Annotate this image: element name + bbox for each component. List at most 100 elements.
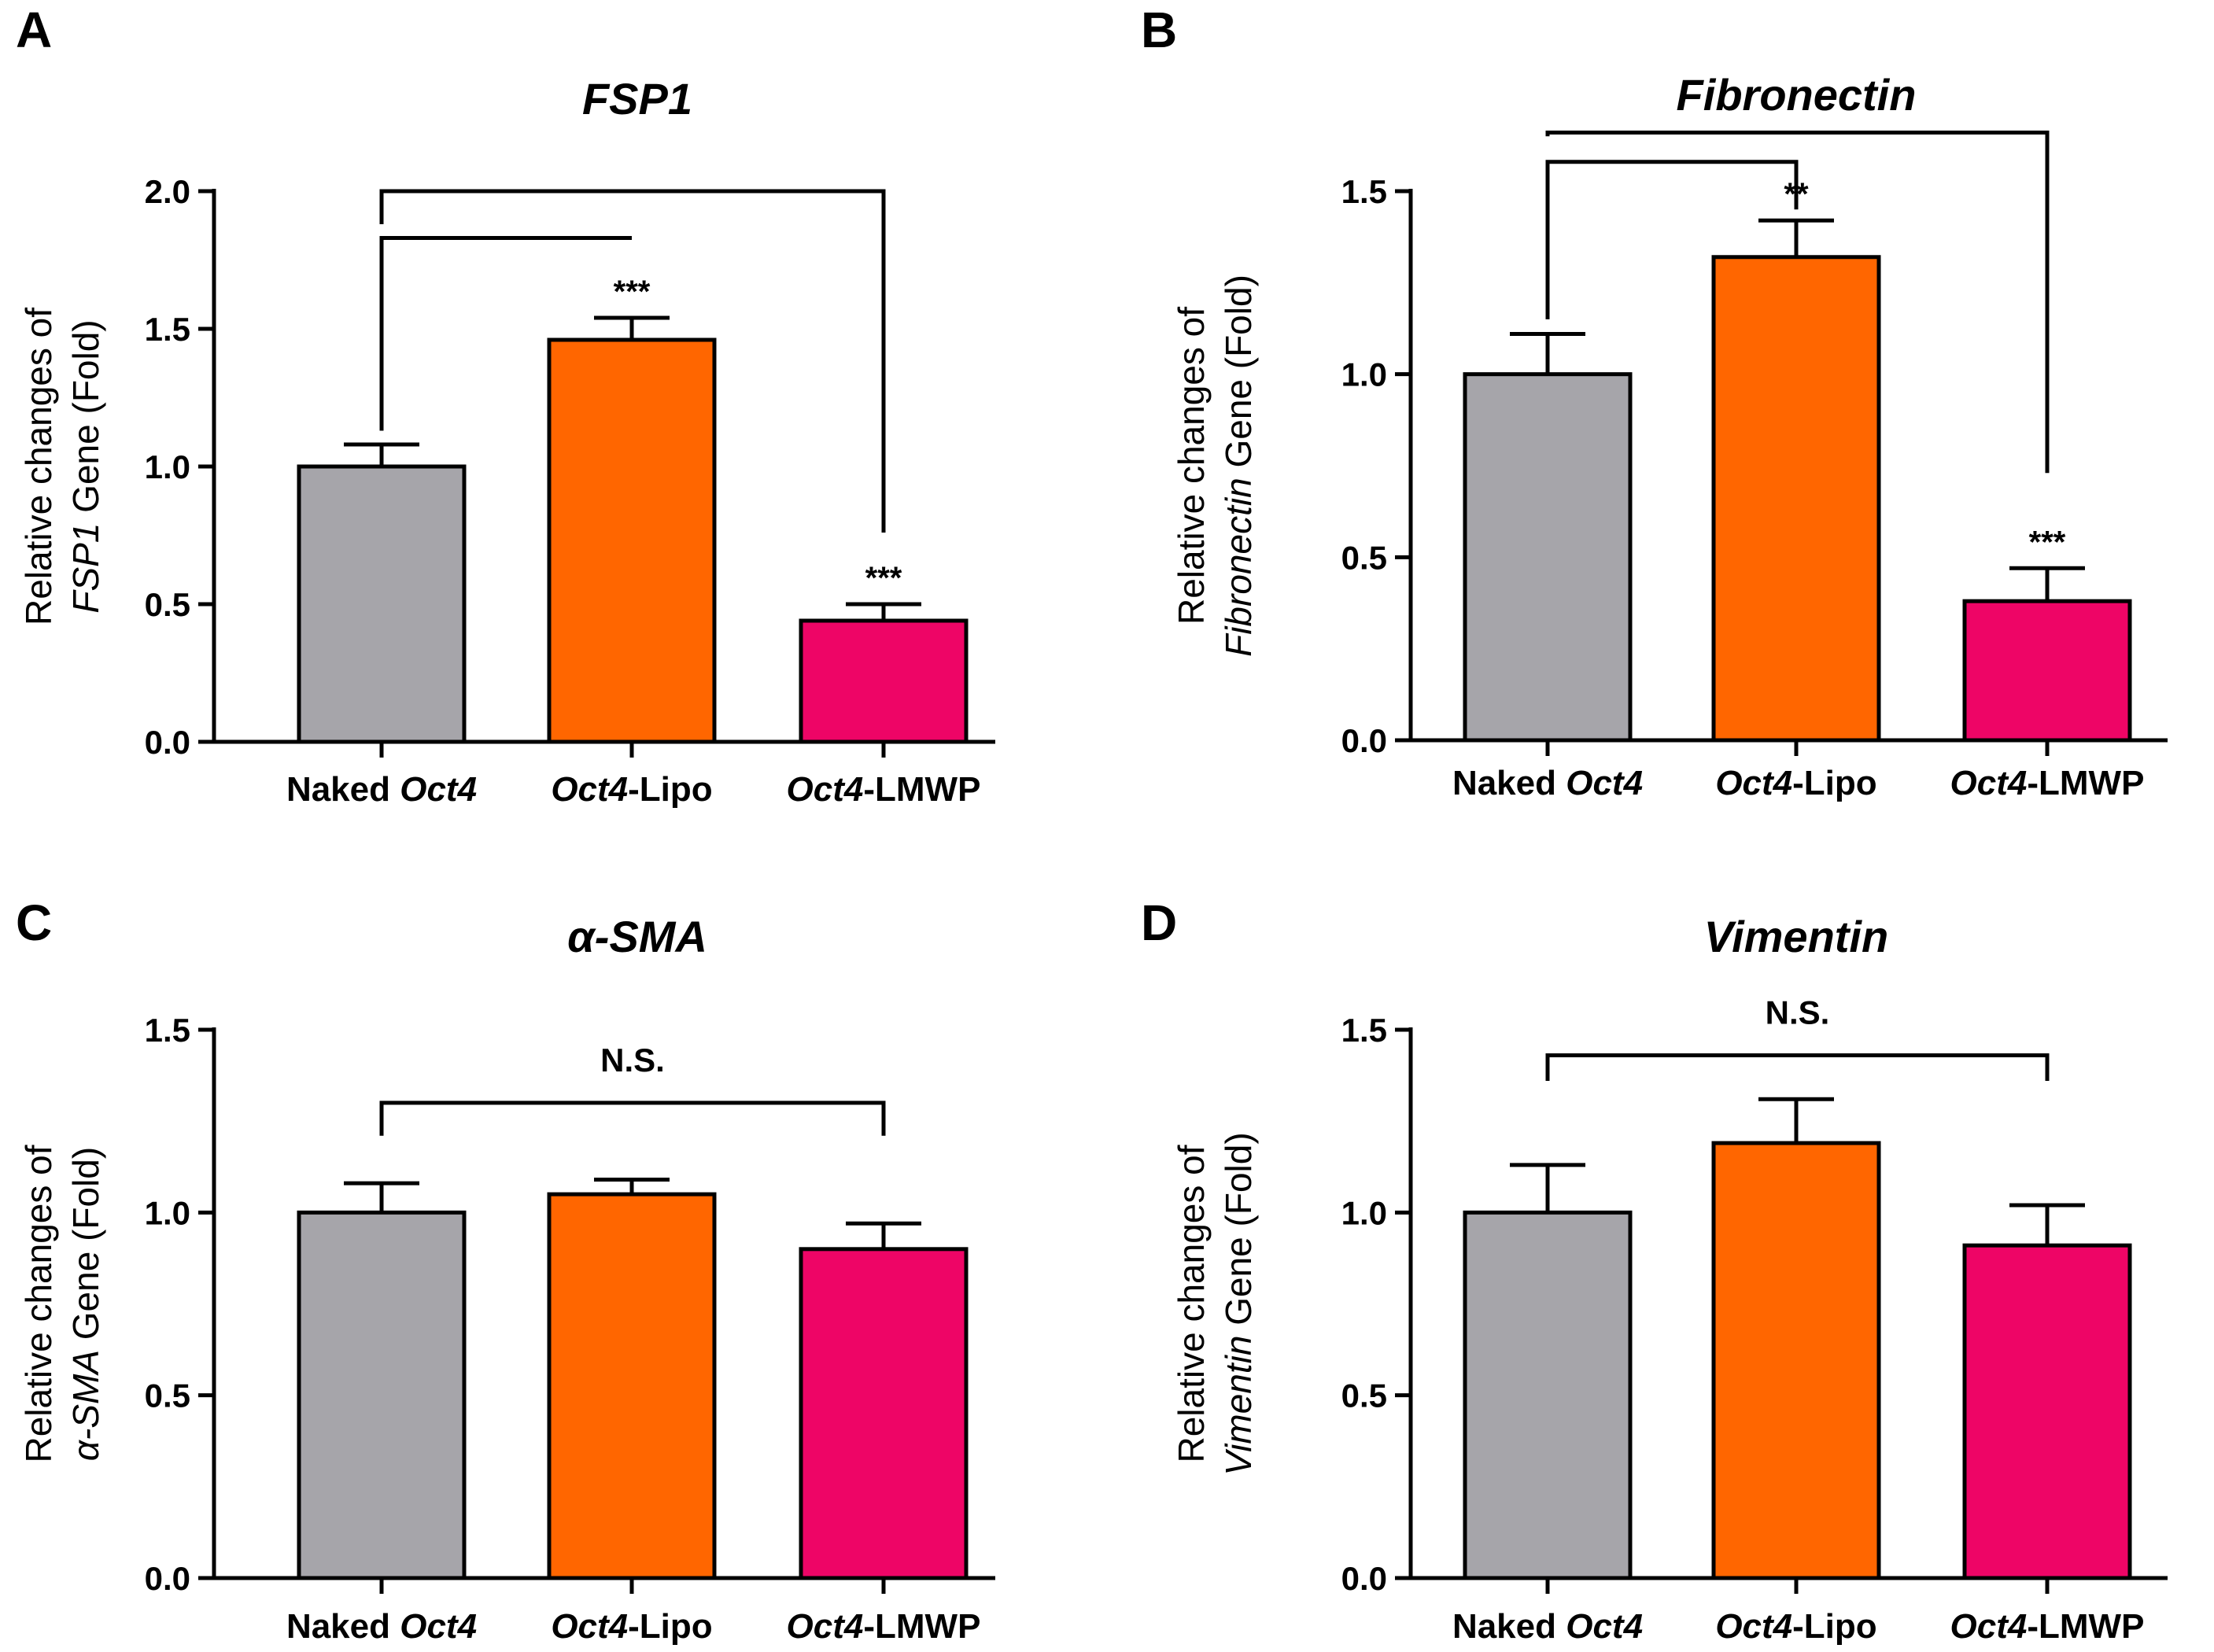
y-tick-label-b: 1.0 xyxy=(1341,356,1387,393)
y-tick-label-c: 0.0 xyxy=(145,1560,190,1597)
chart-title-d: Vimentin xyxy=(1704,912,1888,961)
bar-c-0 xyxy=(297,1210,467,1580)
bar-d-2 xyxy=(1962,1243,2132,1580)
bar-a-0 xyxy=(297,464,467,744)
y-tick-label-d: 1.5 xyxy=(1341,1012,1387,1049)
y-axis-label-rest-c: Gene (Fold) xyxy=(65,1147,106,1350)
y-axis-label-line2-a: FSP1 Gene (Fold) xyxy=(65,319,106,613)
category-label-c-1: Oct4-Lipo xyxy=(551,1607,712,1646)
y-tick-label-b: 0.0 xyxy=(1341,722,1387,759)
y-axis-label-rest-b: Gene (Fold) xyxy=(1218,275,1259,478)
y-axis-label-gene-a: FSP1 xyxy=(65,523,106,614)
category-part: Naked xyxy=(286,770,400,809)
bar-d-1 xyxy=(1711,1141,1881,1580)
y-axis-label-line1-a: Relative changes of xyxy=(18,308,59,625)
category-label-d-2: Oct4-LMWP xyxy=(1950,1607,2145,1646)
category-part: -Lipo xyxy=(1792,764,1877,802)
y-tick-label-d: 1.0 xyxy=(1341,1194,1387,1231)
category-part: Oct4 xyxy=(1950,1607,2028,1646)
y-axis-label-gene-c: α-SMA xyxy=(65,1350,106,1461)
category-part: Naked xyxy=(1452,764,1566,802)
category-part: -Lipo xyxy=(628,770,713,809)
category-part: Oct4 xyxy=(400,770,477,809)
y-axis-label-gene-d: Vimentin xyxy=(1218,1336,1259,1476)
category-part: -LMWP xyxy=(863,770,980,809)
category-label-b-1: Oct4-Lipo xyxy=(1715,764,1876,802)
category-part: Oct4 xyxy=(400,1607,477,1646)
chart-title-c: α-SMA xyxy=(567,912,707,961)
category-part: Oct4 xyxy=(1566,1607,1643,1646)
y-tick-label-d: 0.5 xyxy=(1341,1377,1387,1414)
y-axis-label-line1-c: Relative changes of xyxy=(18,1145,59,1462)
y-axis-label-line2-d: Vimentin Gene (Fold) xyxy=(1218,1132,1259,1475)
y-tick-label-b: 0.5 xyxy=(1341,539,1387,576)
category-label-d-0: Naked Oct4 xyxy=(1452,1607,1643,1646)
category-part: Oct4 xyxy=(787,770,864,809)
category-part: -Lipo xyxy=(1792,1607,1877,1646)
y-axis-label-rest-a: Gene (Fold) xyxy=(65,319,106,522)
category-part: -LMWP xyxy=(2027,1607,2144,1646)
y-axis-label-line1-d: Relative changes of xyxy=(1171,1145,1212,1462)
category-part: Oct4 xyxy=(1715,1607,1792,1646)
ns-label-d: N.S. xyxy=(1766,994,1830,1031)
bar-b-0 xyxy=(1463,372,1633,743)
chart-title-b: Fibronectin xyxy=(1677,70,1917,120)
panel-letter-c: C xyxy=(16,894,52,951)
category-part: -LMWP xyxy=(863,1607,980,1646)
y-tick-label-a: 1.0 xyxy=(145,448,190,485)
significance-bracket-b-1 xyxy=(1545,131,2050,474)
y-axis-label-gene-b: Fibronectin xyxy=(1218,478,1259,657)
y-tick-label-a: 1.5 xyxy=(145,311,190,348)
significance-label-a-1: *** xyxy=(614,275,651,309)
y-tick-label-b: 1.5 xyxy=(1341,173,1387,210)
significance-label-b-2: *** xyxy=(2029,525,2066,559)
y-tick-label-c: 0.5 xyxy=(145,1377,190,1414)
bar-d-0 xyxy=(1463,1210,1633,1580)
category-label-b-0: Naked Oct4 xyxy=(1452,764,1643,802)
bar-b-1 xyxy=(1711,255,1881,743)
significance-bracket-d-0 xyxy=(1545,1053,2050,1082)
y-tick-label-a: 2.0 xyxy=(145,173,190,210)
significance-bracket-c-0 xyxy=(379,1101,886,1136)
y-axis-label-line2-b: Fibronectin Gene (Fold) xyxy=(1218,275,1259,657)
significance-bracket-b-0 xyxy=(1545,160,1799,319)
bar-b-2 xyxy=(1962,599,2132,743)
category-part: Oct4 xyxy=(1950,764,2028,802)
category-part: Oct4 xyxy=(1566,764,1643,802)
bar-a-2 xyxy=(799,618,969,744)
significance-bracket-a-1 xyxy=(379,189,886,533)
category-part: Oct4 xyxy=(551,770,628,809)
category-label-c-0: Naked Oct4 xyxy=(286,1607,477,1646)
category-part: Oct4 xyxy=(1715,764,1792,802)
category-part: Oct4 xyxy=(551,1607,628,1646)
category-label-a-2: Oct4-LMWP xyxy=(787,770,981,809)
y-tick-label-c: 1.0 xyxy=(145,1194,190,1231)
y-tick-label-a: 0.0 xyxy=(145,724,190,761)
category-label-c-2: Oct4-LMWP xyxy=(787,1607,981,1646)
y-tick-label-c: 1.5 xyxy=(145,1012,190,1049)
category-label-a-1: Oct4-Lipo xyxy=(551,770,712,809)
significance-bracket-a-0 xyxy=(379,236,632,431)
category-part: Naked xyxy=(286,1607,400,1646)
category-part: Naked xyxy=(1452,1607,1566,1646)
category-label-a-0: Naked Oct4 xyxy=(286,770,477,809)
bar-c-1 xyxy=(547,1192,717,1580)
category-label-b-2: Oct4-LMWP xyxy=(1950,764,2145,802)
category-part: Oct4 xyxy=(787,1607,864,1646)
panel-letter-d: D xyxy=(1141,894,1177,951)
y-axis-label-line2-c: α-SMA Gene (Fold) xyxy=(65,1147,106,1461)
panel-letter-a: A xyxy=(16,2,52,58)
significance-label-a-2: *** xyxy=(865,561,902,596)
category-part: -Lipo xyxy=(628,1607,713,1646)
bar-c-2 xyxy=(799,1247,969,1580)
panel-letter-b: B xyxy=(1141,2,1177,58)
category-part: -LMWP xyxy=(2027,764,2144,802)
y-axis-label-line1-b: Relative changes of xyxy=(1171,307,1212,625)
y-tick-label-d: 0.0 xyxy=(1341,1560,1387,1597)
y-tick-label-a: 0.5 xyxy=(145,586,190,623)
